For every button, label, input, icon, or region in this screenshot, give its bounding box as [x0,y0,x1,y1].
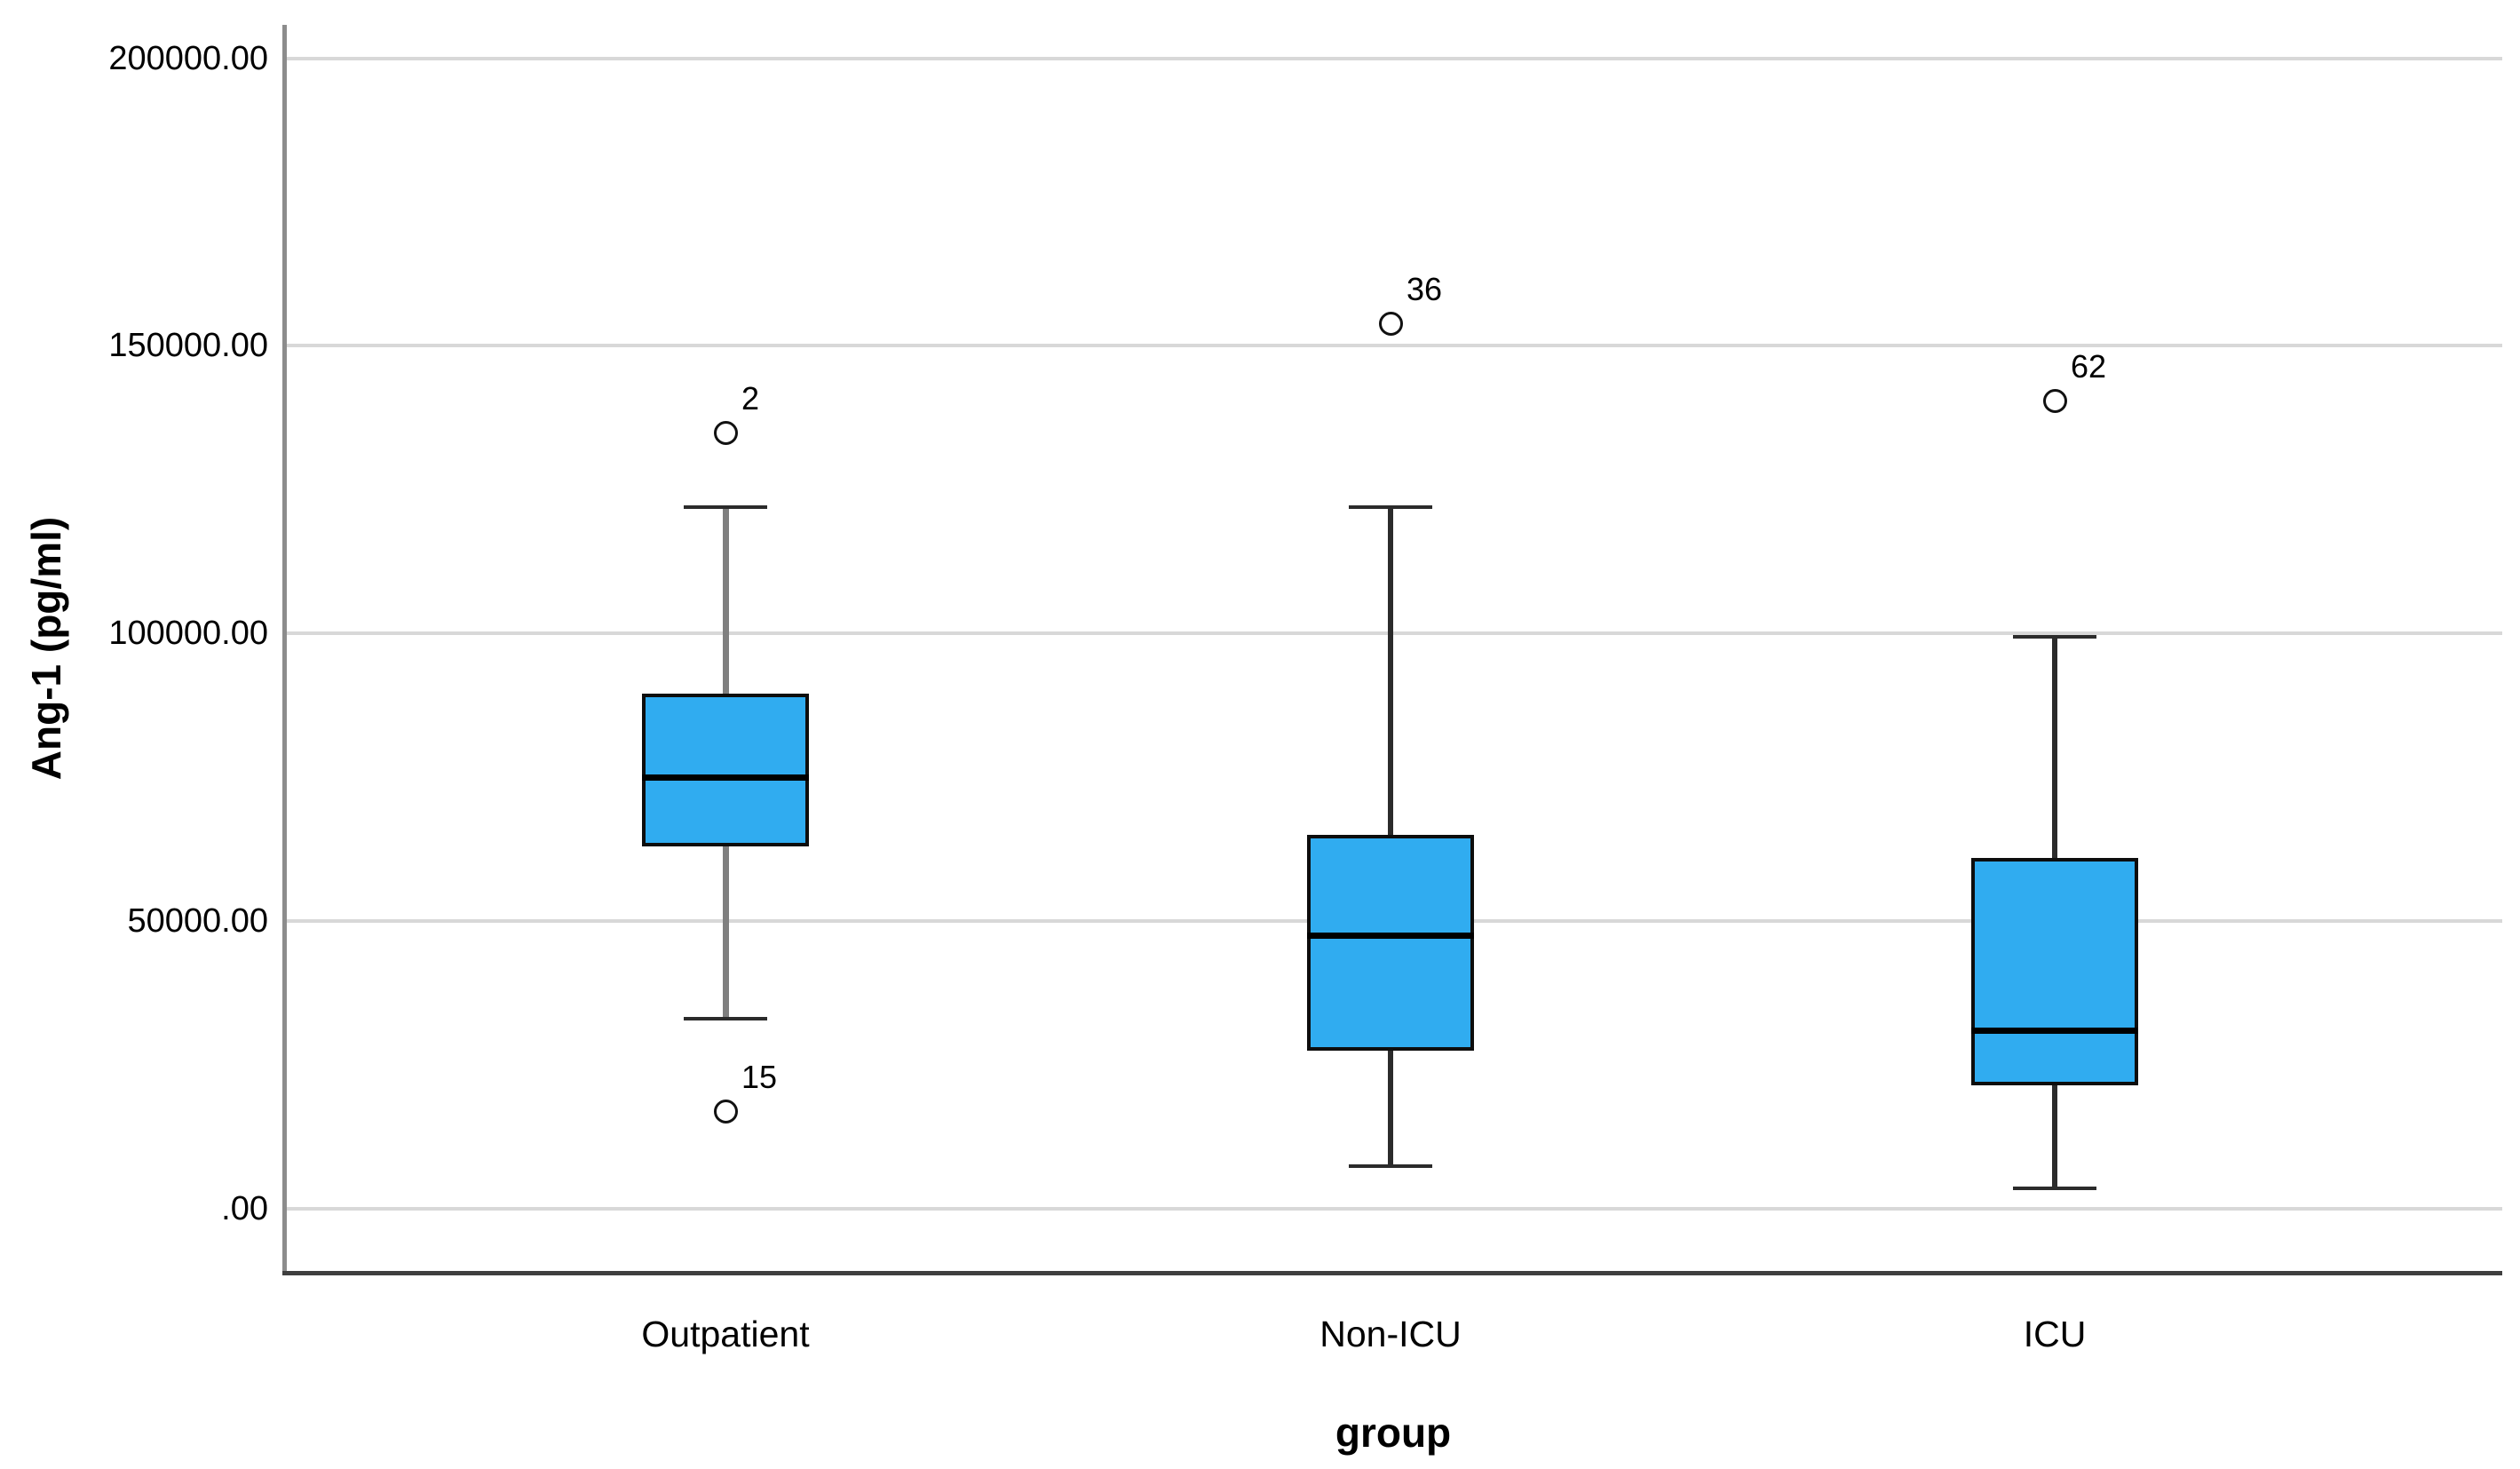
whisker-cap-bottom [1349,1163,1432,1168]
outlier-label: 36 [1407,270,1443,307]
median-line [642,774,809,782]
whisker-cap-top [1349,504,1432,509]
box [642,694,809,846]
y-gridline [286,631,2502,636]
outlier-label: 15 [741,1058,778,1095]
outlier-point [714,420,738,445]
whisker-cap-bottom [2013,1187,2096,1191]
outlier-label: 2 [741,379,760,417]
y-gridline [286,344,2502,348]
x-category-label: ICU [2023,1314,2087,1354]
y-tick-label: 200000.00 [108,39,268,77]
whisker-line-lower [2052,1084,2057,1189]
whisker-line-upper [2052,636,2057,858]
whisker-line-lower [1388,1050,1393,1166]
y-tick-label: 100000.00 [108,615,268,653]
whisker-line-upper [1388,506,1393,836]
y-gridline [286,56,2502,60]
y-gridline [286,1207,2502,1211]
outlier-label: 62 [2071,347,2107,385]
x-axis-title: group [1335,1409,1452,1456]
whisker-cap-top [684,504,767,509]
y-tick-label: 50000.00 [127,902,269,941]
y-tick-label: .00 [221,1190,268,1228]
y-axis-line [282,25,287,1273]
x-axis-line [282,1271,2502,1275]
outlier-point [2043,388,2067,413]
box [1971,857,2138,1085]
whisker-cap-bottom [684,1017,767,1021]
outlier-point [714,1099,738,1124]
box [1307,835,1474,1051]
y-tick-label: 150000.00 [108,327,268,365]
whisker-cap-top [2013,634,2096,639]
x-category-label: Outpatient [641,1314,810,1354]
median-line [1307,933,1474,940]
whisker-line-lower [722,846,729,1020]
x-category-label: Non-ICU [1319,1314,1462,1354]
median-line [1971,1028,2138,1035]
outlier-point [1379,311,1403,336]
whisker-line-upper [722,506,729,695]
